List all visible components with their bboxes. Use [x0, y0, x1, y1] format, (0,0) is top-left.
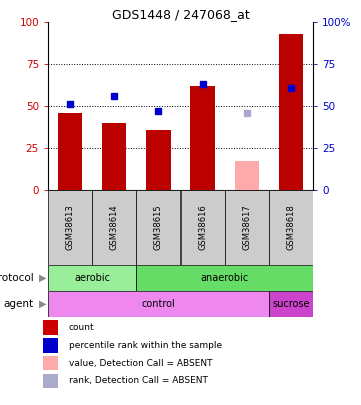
Bar: [235, 162, 259, 190]
Bar: [92, 190, 136, 265]
Text: agent: agent: [4, 299, 34, 309]
Text: rank, Detection Call = ABSENT: rank, Detection Call = ABSENT: [69, 377, 208, 386]
Bar: [191, 86, 215, 190]
Bar: [136, 190, 180, 265]
Text: ▶: ▶: [39, 273, 46, 283]
Text: count: count: [69, 323, 94, 332]
Text: aerobic: aerobic: [74, 273, 110, 283]
Text: GSM38614: GSM38614: [110, 205, 119, 250]
Bar: [43, 338, 58, 353]
Bar: [180, 190, 225, 265]
Text: GSM38613: GSM38613: [66, 205, 75, 250]
Bar: [48, 190, 92, 265]
Bar: [102, 123, 126, 190]
Text: anaerobic: anaerobic: [201, 273, 249, 283]
Bar: [43, 356, 58, 371]
Text: sucrose: sucrose: [272, 299, 310, 309]
Text: GSM38618: GSM38618: [286, 205, 295, 250]
Bar: [146, 130, 170, 190]
Text: value, Detection Call = ABSENT: value, Detection Call = ABSENT: [69, 359, 212, 368]
Text: GSM38615: GSM38615: [154, 205, 163, 250]
Text: protocol: protocol: [0, 273, 34, 283]
Text: control: control: [142, 299, 175, 309]
Bar: [43, 320, 58, 335]
Bar: [279, 34, 303, 190]
Text: GSM38616: GSM38616: [198, 205, 207, 250]
Text: percentile rank within the sample: percentile rank within the sample: [69, 341, 222, 350]
Bar: [48, 265, 136, 291]
Bar: [269, 291, 313, 317]
Text: ▶: ▶: [39, 299, 46, 309]
Text: GSM38617: GSM38617: [242, 205, 251, 250]
Bar: [136, 265, 313, 291]
Title: GDS1448 / 247068_at: GDS1448 / 247068_at: [112, 8, 249, 21]
Bar: [225, 190, 269, 265]
Bar: [43, 374, 58, 388]
Bar: [58, 113, 82, 190]
Bar: [48, 291, 269, 317]
Bar: [269, 190, 313, 265]
